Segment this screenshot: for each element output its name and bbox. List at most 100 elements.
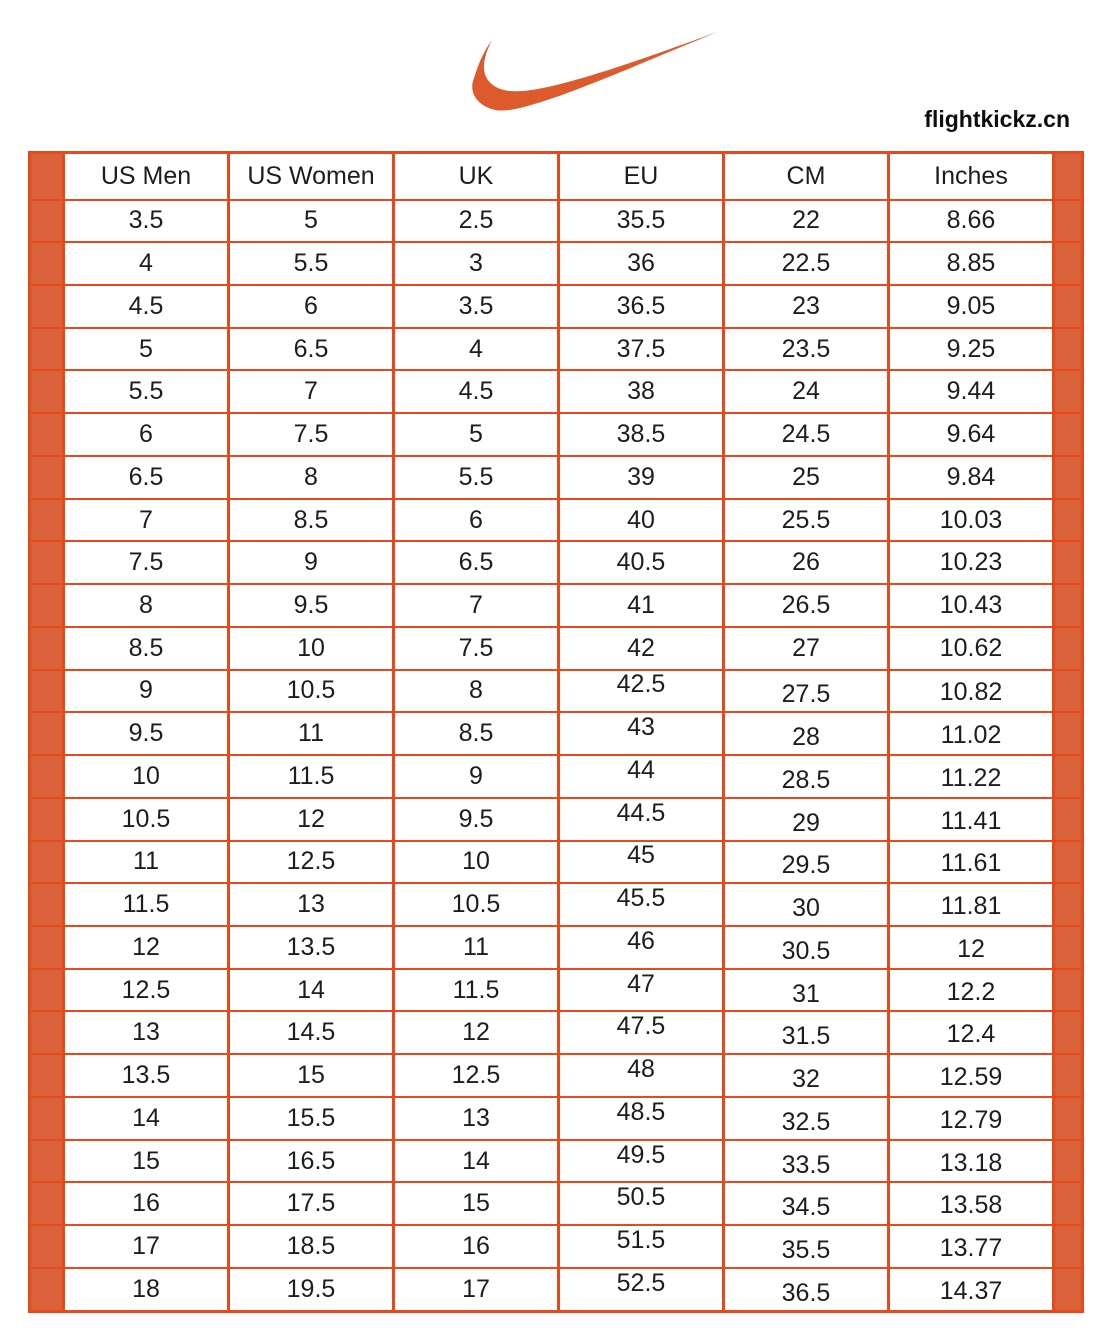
left-accent-bar-cell bbox=[28, 1010, 65, 1056]
right-accent-bar-cell bbox=[1052, 1138, 1084, 1184]
cell-inches: 9.84 bbox=[887, 454, 1055, 500]
cell-inches: 9.44 bbox=[887, 369, 1055, 415]
table-row: 6 7.5 5 38.5 24.5 9.64 bbox=[28, 412, 1084, 457]
cell-cm: 26.5 bbox=[722, 583, 890, 628]
cell-cm: 29 bbox=[722, 796, 890, 842]
cell-us-women: 9 bbox=[227, 540, 395, 586]
right-accent-bar-cell bbox=[1052, 583, 1084, 628]
table-row: 16 17.5 15 50.5 34.5 13.58 bbox=[28, 1181, 1084, 1227]
left-accent-bar-cell bbox=[28, 454, 65, 500]
left-accent-bar-cell bbox=[28, 1224, 65, 1269]
cell-inches: 11.61 bbox=[887, 839, 1055, 885]
right-accent-bar-cell bbox=[1052, 283, 1084, 329]
cell-inches: 12.79 bbox=[887, 1095, 1055, 1141]
cell-cm: 23 bbox=[722, 283, 890, 329]
left-accent-bar-cell bbox=[28, 326, 65, 372]
cell-inches: 10.62 bbox=[887, 625, 1055, 671]
right-accent-bar-cell bbox=[1052, 1095, 1084, 1141]
table-row: 11.5 13 10.5 45.5 30 11.81 bbox=[28, 882, 1084, 927]
cell-uk: 3.5 bbox=[392, 283, 560, 329]
cell-eu: 51.5 bbox=[557, 1224, 725, 1269]
right-accent-bar-cell bbox=[1052, 454, 1084, 500]
cell-uk: 6.5 bbox=[392, 540, 560, 586]
right-accent-bar-cell bbox=[1052, 796, 1084, 842]
cell-us-women: 15 bbox=[227, 1053, 395, 1098]
table-row: 13 14.5 12 47.5 31.5 12.4 bbox=[28, 1010, 1084, 1056]
left-accent-bar-cell bbox=[28, 369, 65, 415]
cell-cm: 24 bbox=[722, 369, 890, 415]
cell-eu: 47.5 bbox=[557, 1010, 725, 1056]
table-row: 4 5.5 3 36 22.5 8.85 bbox=[28, 241, 1084, 286]
cell-uk: 4 bbox=[392, 326, 560, 372]
cell-uk: 5 bbox=[392, 412, 560, 457]
cell-eu: 49.5 bbox=[557, 1138, 725, 1184]
cell-eu: 48 bbox=[557, 1053, 725, 1098]
left-accent-bar-cell bbox=[28, 754, 65, 799]
cell-cm: 28.5 bbox=[722, 754, 890, 799]
cell-inches: 10.43 bbox=[887, 583, 1055, 628]
cell-us-men: 9 bbox=[62, 668, 230, 714]
cell-us-women: 10 bbox=[227, 625, 395, 671]
table-row: 18 19.5 17 52.5 36.5 14.37 bbox=[28, 1266, 1084, 1313]
cell-us-women: 7.5 bbox=[227, 412, 395, 457]
cell-uk: 12 bbox=[392, 1010, 560, 1056]
cell-eu: 44.5 bbox=[557, 796, 725, 842]
right-accent-bar-cell bbox=[1052, 711, 1084, 757]
right-accent-bar-cell bbox=[1052, 369, 1084, 415]
cell-cm: 24.5 bbox=[722, 412, 890, 457]
left-accent-bar-cell bbox=[28, 839, 65, 885]
cell-uk: 9.5 bbox=[392, 796, 560, 842]
cell-cm: 34.5 bbox=[722, 1181, 890, 1227]
cell-cm: 30.5 bbox=[722, 924, 890, 970]
cell-eu: 36.5 bbox=[557, 283, 725, 329]
cell-us-men: 3.5 bbox=[62, 198, 230, 244]
column-header-uk: UK bbox=[392, 151, 560, 201]
right-accent-bar-cell bbox=[1052, 1224, 1084, 1269]
cell-eu: 35.5 bbox=[557, 198, 725, 244]
cell-inches: 14.37 bbox=[887, 1266, 1055, 1313]
cell-us-women: 13.5 bbox=[227, 924, 395, 970]
cell-uk: 7.5 bbox=[392, 625, 560, 671]
cell-cm: 23.5 bbox=[722, 326, 890, 372]
right-accent-bar-cell bbox=[1052, 924, 1084, 970]
right-accent-bar-cell bbox=[1052, 967, 1084, 1013]
right-accent-bar-cell bbox=[1052, 540, 1084, 586]
cell-us-women: 9.5 bbox=[227, 583, 395, 628]
table-row: 4.5 6 3.5 36.5 23 9.05 bbox=[28, 283, 1084, 329]
table-row: 3.5 5 2.5 35.5 22 8.66 bbox=[28, 198, 1084, 244]
cell-us-women: 14.5 bbox=[227, 1010, 395, 1056]
cell-inches: 12.2 bbox=[887, 967, 1055, 1013]
right-accent-bar-cell bbox=[1052, 754, 1084, 799]
cell-eu: 46 bbox=[557, 924, 725, 970]
cell-us-women: 6 bbox=[227, 283, 395, 329]
cell-cm: 28 bbox=[722, 711, 890, 757]
right-accent-bar-cell bbox=[1052, 198, 1084, 244]
cell-us-men: 4.5 bbox=[62, 283, 230, 329]
cell-cm: 27 bbox=[722, 625, 890, 671]
cell-inches: 11.41 bbox=[887, 796, 1055, 842]
cell-cm: 31.5 bbox=[722, 1010, 890, 1056]
cell-eu: 44 bbox=[557, 754, 725, 799]
right-accent-bar-cell bbox=[1052, 1053, 1084, 1098]
right-accent-bar-cell bbox=[1052, 668, 1084, 714]
cell-us-women: 11 bbox=[227, 711, 395, 757]
cell-inches: 11.81 bbox=[887, 882, 1055, 927]
cell-eu: 42 bbox=[557, 625, 725, 671]
cell-cm: 30 bbox=[722, 882, 890, 927]
cell-us-men: 8.5 bbox=[62, 625, 230, 671]
left-accent-bar-cell bbox=[28, 540, 65, 586]
cell-uk: 14 bbox=[392, 1138, 560, 1184]
cell-cm: 22.5 bbox=[722, 241, 890, 286]
cell-inches: 8.66 bbox=[887, 198, 1055, 244]
left-accent-bar-cell bbox=[28, 1095, 65, 1141]
table-row: 12.5 14 11.5 47 31 12.2 bbox=[28, 967, 1084, 1013]
left-accent-bar-cell bbox=[28, 1181, 65, 1227]
cell-inches: 12.4 bbox=[887, 1010, 1055, 1056]
left-accent-bar-cell bbox=[28, 1266, 65, 1313]
cell-us-men: 10.5 bbox=[62, 796, 230, 842]
size-chart-body: 3.5 5 2.5 35.5 22 8.66 4 5.5 3 36 22.5 8… bbox=[28, 198, 1084, 1313]
cell-uk: 4.5 bbox=[392, 369, 560, 415]
header-row: US Men US Women UK EU CM Inches bbox=[28, 151, 1084, 201]
cell-inches: 9.64 bbox=[887, 412, 1055, 457]
